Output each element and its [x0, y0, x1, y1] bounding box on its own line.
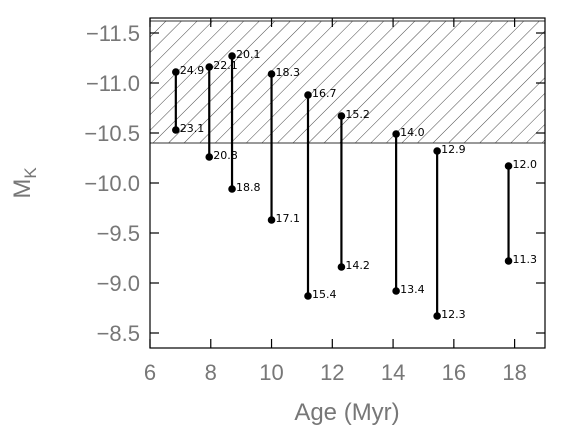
point-bottom-5: [337, 263, 346, 271]
label-bottom-3: 17.1: [276, 212, 301, 225]
plot-frame: [149, 17, 546, 349]
y-tick-label-1: −9.0: [97, 271, 140, 296]
point-bottom-7: [433, 312, 441, 320]
label-top-0: 24.9: [180, 64, 205, 77]
x-axis-label: Age (Myr): [294, 399, 399, 426]
point-top-4: [304, 91, 312, 99]
point-top-1: [205, 63, 214, 71]
label-top-2: 20.1: [236, 48, 260, 61]
y-tick-label-6: −11.5: [86, 21, 140, 46]
label-bottom-7: 12.3: [441, 308, 466, 321]
point-labels: 24.9 23.1 22.1 20.8 20.1 18.8 18.3 17.1 16.7 15.4…: [180, 48, 537, 321]
x-tick-label-3: 12: [320, 360, 344, 385]
data-series: [172, 52, 513, 320]
label-top-1: 22.1: [213, 59, 238, 72]
hatched-region: [149, 20, 546, 144]
point-top-5: [337, 112, 346, 120]
point-bottom-2: [228, 185, 236, 193]
y-tick-label-0: −8.5: [97, 321, 140, 346]
point-bottom-8: [504, 257, 513, 265]
y-tick-label-2: −9.5: [97, 221, 140, 246]
label-bottom-8: 11.3: [513, 253, 538, 266]
label-top-7: 12.9: [441, 143, 466, 156]
label-bottom-0: 23.1: [180, 122, 205, 135]
label-top-5: 15.2: [345, 108, 370, 121]
label-top-4: 16.7: [312, 87, 337, 100]
point-bottom-3: [267, 216, 276, 224]
point-bottom-6: [392, 287, 400, 295]
x-tick-label-2: 10: [259, 360, 283, 385]
label-bottom-1: 20.8: [213, 149, 238, 162]
y-tick-label-3: −10.0: [84, 171, 140, 196]
point-top-3: [267, 70, 276, 78]
point-bottom-0: [172, 126, 180, 134]
point-top-2: [228, 52, 236, 60]
label-top-8: 12.0: [513, 158, 538, 171]
point-top-7: [433, 147, 441, 155]
y-tick-label-5: −11.0: [86, 71, 140, 96]
y-tick-label-4: −10.5: [84, 121, 140, 146]
point-top-6: [392, 130, 400, 138]
point-top-0: [172, 68, 180, 76]
x-tick-label-4: 14: [381, 360, 405, 385]
y-axis-label: MK: [9, 167, 40, 199]
label-bottom-5: 14.2: [345, 259, 370, 272]
x-tick-label-6: 18: [502, 360, 526, 385]
axis-ticks: 6 8 10 12 14 16 18 −8.5 −9.0 −9.5 −10.0 −10.5 −11.0 −…: [84, 18, 545, 385]
label-top-3: 18.3: [276, 66, 301, 79]
point-top-8: [504, 162, 513, 170]
x-tick-label-5: 16: [442, 360, 466, 385]
point-bottom-4: [304, 292, 312, 300]
x-tick-label-0: 6: [144, 360, 156, 385]
label-top-6: 14.0: [400, 126, 425, 139]
label-bottom-4: 15.4: [312, 288, 337, 301]
x-tick-label-1: 8: [205, 360, 217, 385]
label-bottom-6: 13.4: [400, 283, 425, 296]
label-bottom-2: 18.8: [236, 181, 260, 194]
y-axis-label-sub: K: [21, 167, 40, 179]
y-axis-label-main: M: [9, 179, 36, 199]
point-bottom-1: [205, 153, 214, 161]
